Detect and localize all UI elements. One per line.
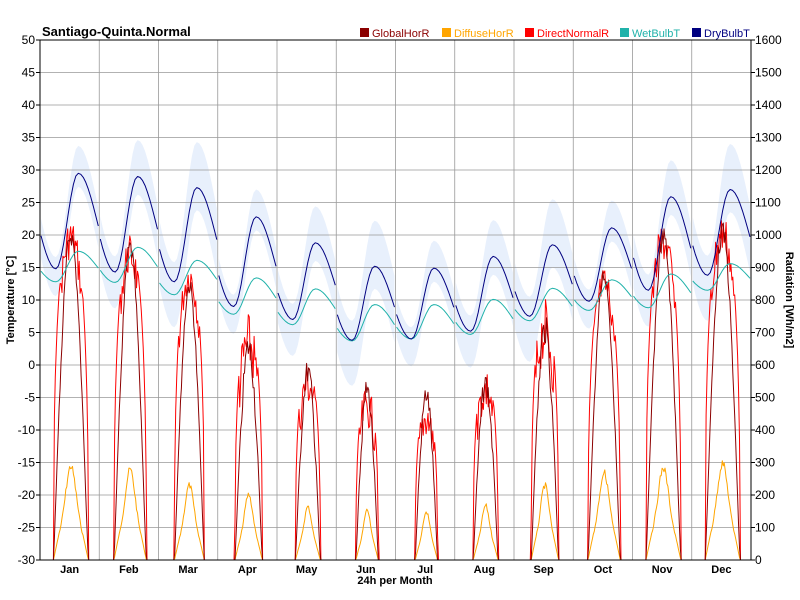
x-tick-label-aug: Aug [474,564,495,576]
wetbulb-line-aug [455,298,514,335]
y-tick-label: -5 [24,391,35,405]
y-right-tick-label: 500 [755,391,775,405]
y-right-tick-label: 1100 [755,196,781,210]
chart-title: Santiago-Quinta.Normal [42,24,191,39]
grid [40,40,751,560]
x-tick-label-apr: Apr [238,564,258,576]
legend-swatch [525,28,534,37]
legend-item-directnormalr: DirectNormalR [525,28,609,40]
axes: 50454035302520151050-5-10-15-20-25-30160… [18,33,782,576]
legend-item-wetbulbt: WetBulbT [620,28,680,40]
y-tick-label: -15 [18,456,36,470]
y-axis-label-left: Temperature [°C] [5,255,17,344]
y-right-tick-label: 200 [755,488,775,502]
wetbulb-line-feb [99,246,158,283]
wetbulb-line-jan [40,250,99,283]
drybulb-line-jan [40,172,99,270]
y-tick-label: 0 [28,358,35,372]
drybulb-line-jun [336,265,395,341]
y-right-tick-label: 1200 [755,163,782,177]
legend-item-drybulbt: DryBulbT [692,28,750,40]
legend-swatch [620,28,629,37]
x-tick-label-oct: Oct [594,564,613,576]
wetbulb-line-sep [514,287,573,322]
legend-label: DryBulbT [704,28,750,40]
y-axis-label-right: Radiation [Wh/m2] [783,252,795,349]
x-tick-label-mar: Mar [178,564,198,576]
drybulb-line-apr [218,216,277,307]
y-right-tick-label: 600 [755,358,775,372]
drybulb-line-nov [633,196,692,291]
y-tick-label: 5 [28,326,35,340]
wetbulb-line-jul [396,304,455,340]
y-right-tick-label: 900 [755,261,775,275]
y-tick-label: 45 [22,66,36,80]
legend-item-diffusehorr: DiffuseHorR [442,28,514,40]
y-right-tick-label: 1300 [755,131,782,145]
range-band-apr [218,189,276,334]
y-tick-label: 30 [22,163,36,177]
y-tick-label: -30 [18,553,36,567]
legend-label: GlobalHorR [372,28,430,40]
drybulb-line-mar [159,187,218,283]
legend-swatch [360,28,369,37]
y-right-tick-label: 1600 [755,33,782,47]
x-tick-label-jun: Jun [356,564,376,576]
y-right-tick-label: 1000 [755,228,782,242]
legend-label: DiffuseHorR [454,28,514,40]
y-tick-label: -25 [18,521,36,535]
wetbulb-line-jun [336,304,395,342]
drybulb-line-jul [396,267,455,340]
wetbulb-line-may [277,288,336,326]
wetbulb-line-apr [218,277,277,315]
drybulb-line-oct [573,227,632,302]
y-right-tick-label: 100 [755,521,775,535]
y-tick-label: 20 [22,228,36,242]
legend-item-globalhorr: GlobalHorR [360,28,430,40]
x-tick-label-may: May [296,564,318,576]
legend-swatch [442,28,451,37]
range-band-may [278,206,336,356]
y-tick-label: 35 [22,131,36,145]
wetbulb-line-mar [159,259,218,296]
x-tick-label-sep: Sep [534,564,554,576]
y-right-tick-label: 1500 [755,66,782,80]
y-right-tick-label: 800 [755,293,775,307]
y-tick-label: 40 [22,98,36,112]
range-band-jan [41,145,99,297]
drybulb-line-aug [455,255,514,332]
legend-label: DirectNormalR [537,28,609,40]
y-right-tick-label: 700 [755,326,775,340]
legend: GlobalHorR DiffuseHorR DirectNormalR WetBul… [360,28,750,40]
y-right-tick-label: 0 [755,553,762,567]
y-tick-label: 15 [22,261,36,275]
wetbulb-line-dec [692,263,751,291]
y-right-tick-label: 300 [755,456,775,470]
x-tick-label-nov: Nov [652,564,674,576]
x-tick-label-jul: Jul [417,564,433,576]
drybulb-line-feb [99,176,158,273]
range-band-jun [337,220,395,386]
wetbulb-line-nov [633,273,692,309]
y-right-tick-label: 1400 [755,98,782,112]
x-tick-label-feb: Feb [119,564,139,576]
y-tick-label: 10 [22,293,36,307]
drybulb-line-may [277,242,336,320]
y-tick-label: -10 [18,423,36,437]
x-axis-label: 24h per Month [357,575,432,587]
wetbulb-line-oct [573,279,632,311]
drybulb-line-dec [692,189,751,276]
legend-label: WetBulbT [632,28,680,40]
drybulb-line-sep [514,244,573,317]
y-tick-label: -20 [18,488,36,502]
legend-swatch [692,28,701,37]
y-tick-label: 50 [22,33,36,47]
y-right-tick-label: 400 [755,423,775,437]
x-tick-label-jan: Jan [60,564,79,576]
y-tick-label: 25 [22,196,36,210]
x-tick-label-dec: Dec [711,564,731,576]
